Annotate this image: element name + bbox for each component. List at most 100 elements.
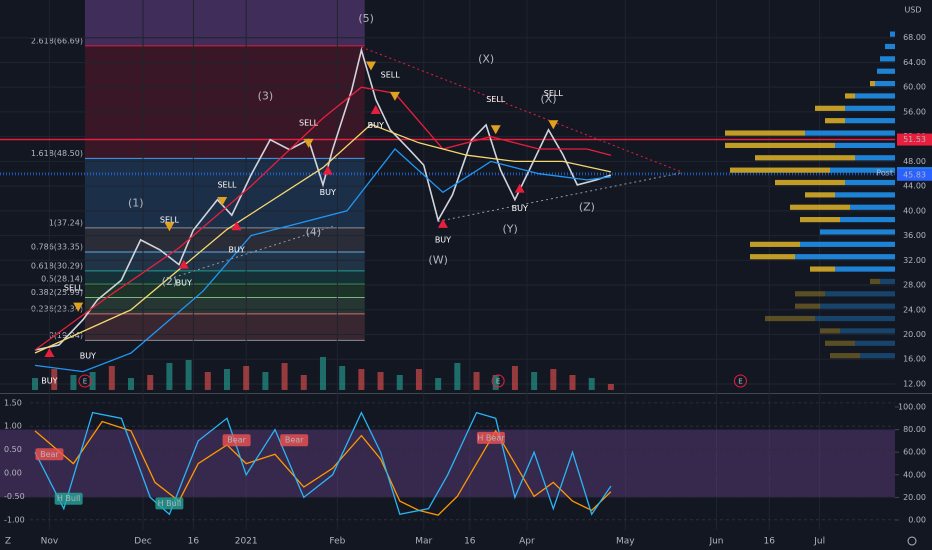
- x-tick-label: Feb: [329, 537, 345, 547]
- x-tick-label: 16: [188, 537, 200, 547]
- profile-buy: [885, 43, 895, 50]
- buy-marker: [44, 348, 55, 358]
- profile-sell: [725, 142, 835, 149]
- profile-buy: [840, 328, 895, 334]
- wave-label: (2): [162, 275, 178, 288]
- sell-marker: [217, 196, 228, 206]
- event-marker: [491, 374, 505, 388]
- profile-buy: [825, 291, 895, 297]
- profile-sell: [790, 204, 850, 210]
- y-tick-label: 0.00: [4, 469, 22, 478]
- volume-bar: [223, 369, 230, 390]
- sell-marker: [73, 302, 84, 312]
- volume-bar: [511, 366, 518, 390]
- volume-bar: [51, 369, 58, 390]
- x-tick-label: Mar: [415, 537, 432, 547]
- divergence-label: H Bull: [158, 499, 182, 508]
- volume-bar: [531, 372, 538, 390]
- volume-bar: [243, 366, 250, 390]
- price-tag-note: Post: [876, 169, 893, 178]
- fib-zone: [84, 284, 365, 298]
- profile-buy: [845, 118, 895, 124]
- divergence-label: Bear: [227, 436, 246, 445]
- volume-bar: [492, 375, 499, 390]
- signal-label: SELL: [486, 95, 506, 104]
- profile-buy: [890, 31, 895, 37]
- sell-marker: [490, 125, 501, 135]
- signal-label: SELL: [160, 216, 180, 225]
- fib-label: 0.618(30.29): [31, 261, 83, 270]
- volume-bar: [415, 369, 422, 390]
- series-line: [34, 86, 612, 351]
- wave-label: (4): [306, 225, 322, 238]
- profile-sell: [810, 266, 835, 272]
- divergence-label: Bear: [285, 436, 304, 445]
- profile-sell: [750, 241, 800, 247]
- profile-buy: [880, 278, 895, 285]
- price-tag-label: 45.83: [903, 170, 926, 179]
- signal-label: BUY: [512, 204, 528, 213]
- divergence-label: Bear: [40, 450, 59, 459]
- y-tick-label: 16.00: [903, 355, 926, 364]
- profile-buy: [820, 303, 895, 309]
- profile-buy: [880, 56, 895, 62]
- y-tick-label: 1.50: [4, 398, 22, 407]
- signal-label: SELL: [544, 89, 564, 98]
- price-tag: [897, 133, 932, 146]
- volume-bar: [147, 375, 154, 390]
- currency: USD: [904, 6, 921, 15]
- y2-tick-label: 80.00: [903, 425, 926, 434]
- wave-label: (3): [258, 89, 274, 102]
- volume-bar: [128, 378, 135, 390]
- x-tick-label: 16: [764, 537, 776, 547]
- y2-tick-label: 100.00: [898, 402, 926, 411]
- volume-bar: [588, 378, 595, 390]
- profile-buy: [860, 353, 895, 359]
- profile-sell: [830, 353, 860, 359]
- profile-buy: [820, 229, 895, 235]
- profile-buy: [845, 179, 895, 186]
- y2-tick-label: 0.00: [908, 515, 926, 524]
- volume-bar: [70, 375, 77, 390]
- signal-label: BUY: [80, 352, 96, 361]
- x-tick-label: Jun: [708, 537, 723, 547]
- settings-icon[interactable]: [907, 536, 917, 546]
- signal-label: BUY: [176, 279, 192, 288]
- x-tick-label: Jul: [813, 537, 825, 547]
- wave-label: (Z): [579, 201, 595, 214]
- divergence-label: H Bear: [477, 433, 505, 442]
- profile-sell: [805, 192, 835, 198]
- y-tick-label: 20.00: [903, 330, 926, 339]
- series-line: [34, 123, 612, 354]
- wave-label: (Y): [502, 222, 517, 235]
- fib-label: 0.5(28.14): [41, 275, 83, 284]
- series-line: [34, 411, 612, 516]
- profile-sell: [825, 118, 845, 124]
- buy-marker: [514, 183, 525, 193]
- signal-label: SELL: [217, 180, 237, 189]
- overbought-band: [0, 429, 895, 498]
- x-tick-label: Apr: [519, 537, 535, 547]
- profile-sell: [845, 93, 855, 99]
- signal-label: SELL: [381, 70, 401, 79]
- trendline: [169, 225, 333, 280]
- wave-label: (5): [358, 12, 374, 25]
- profile-sell: [820, 328, 840, 334]
- volume-bar: [377, 372, 384, 390]
- fib-zone: [84, 313, 365, 341]
- volume-bar: [607, 384, 614, 390]
- profile-buy: [875, 80, 895, 87]
- wave-label: (X): [540, 93, 556, 106]
- buy-marker: [322, 165, 333, 175]
- profile-sell: [825, 340, 855, 346]
- y-tick-label: 32.00: [903, 256, 926, 265]
- sell-marker: [389, 91, 400, 101]
- divergence-label: H Bull: [57, 494, 81, 503]
- zoom-button[interactable]: Z: [5, 537, 11, 547]
- fib-label: 1(37.24): [49, 218, 83, 227]
- profile-buy: [830, 167, 895, 173]
- fib-label: 0.236(23.34): [31, 304, 83, 313]
- volume-bar: [358, 369, 365, 390]
- profile-buy: [855, 155, 895, 161]
- wave-label: (1): [128, 196, 144, 209]
